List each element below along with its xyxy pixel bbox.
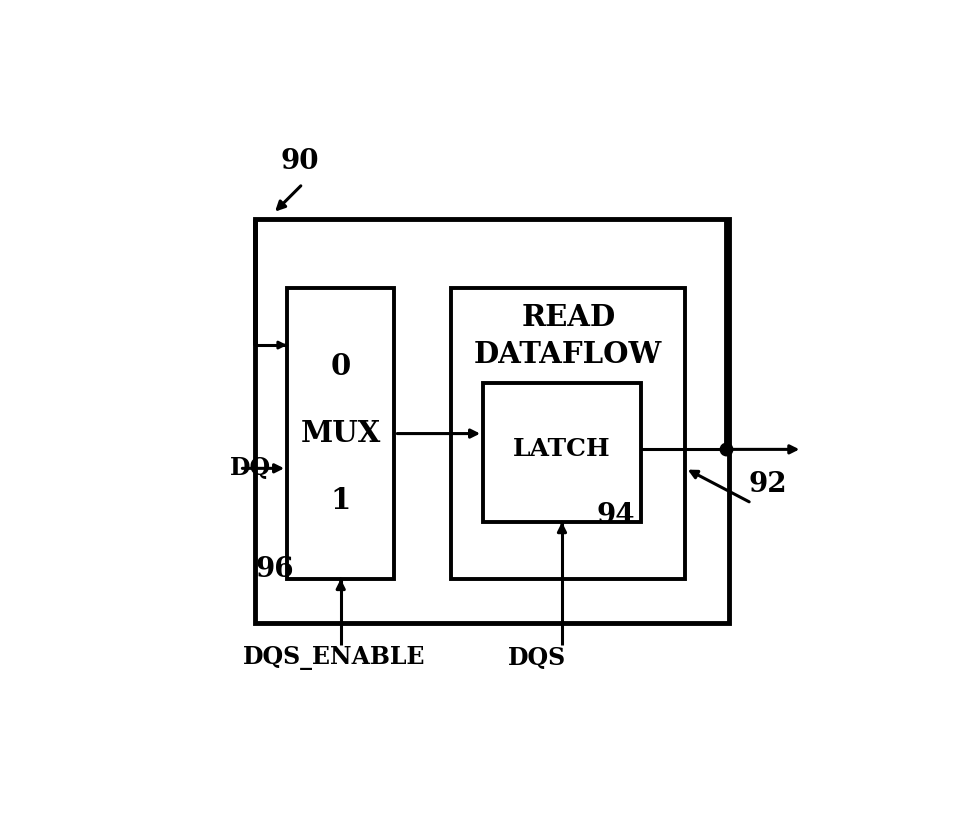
Text: DQS_ENABLE: DQS_ENABLE (243, 646, 425, 670)
Text: 90: 90 (280, 149, 319, 175)
Text: 0

MUX

1: 0 MUX 1 (301, 352, 381, 516)
Text: LATCH: LATCH (513, 438, 611, 461)
Bar (255, 218, 729, 623)
Text: 96: 96 (255, 556, 294, 583)
Text: 94: 94 (597, 502, 635, 530)
Bar (452, 288, 686, 579)
Text: DQ: DQ (230, 456, 271, 480)
Bar (287, 288, 395, 579)
Text: DQS: DQS (508, 646, 566, 670)
Text: READ
DATAFLOW: READ DATAFLOW (474, 303, 662, 369)
Text: 92: 92 (748, 470, 787, 498)
Bar (483, 383, 641, 522)
